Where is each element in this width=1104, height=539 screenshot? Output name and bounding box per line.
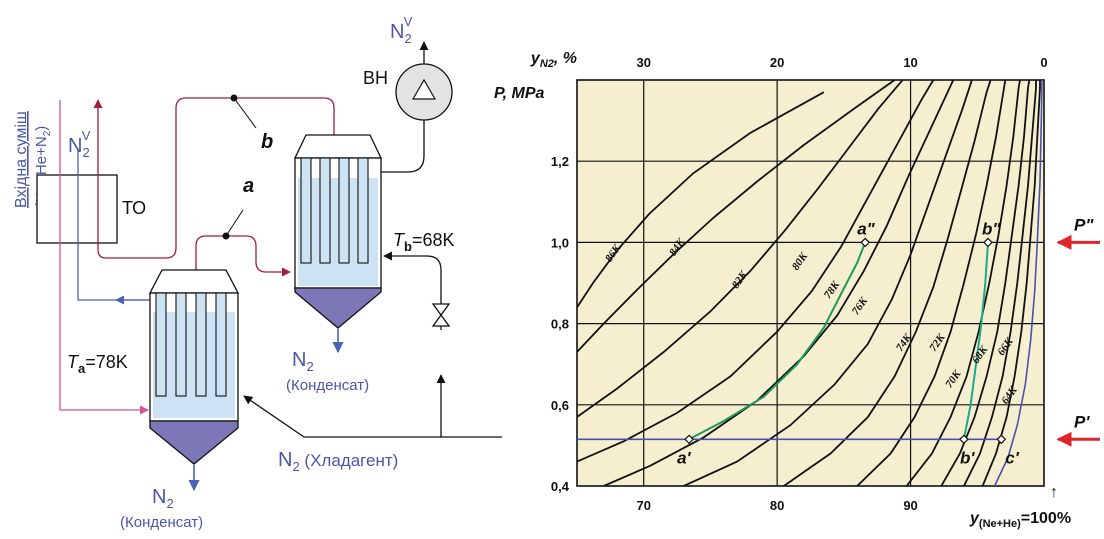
coolant-label: N2 (Хладагент): [278, 449, 398, 474]
condenser-b: [293, 134, 383, 329]
condenser-a: [148, 269, 240, 465]
n2v-left-label: N2V: [68, 128, 91, 160]
coolant-main-line: [436, 374, 502, 438]
stream-b-line: [93, 97, 335, 259]
y-axis-label: P, MPa: [494, 85, 545, 102]
plot-ticks: 70 80 90 30 20 10 0 0,4 0,6 0,8 1,0 1,2: [551, 55, 1048, 513]
state-point-marker: [684, 434, 694, 445]
bottom-axis-arrow: ↑: [1050, 484, 1058, 501]
pump-suction-line: [381, 120, 425, 173]
process-curve-b: [962, 242, 989, 440]
y-tick-label: 1,2: [551, 154, 569, 169]
bottom-axis-label: y(Ne+He)=100%: [969, 510, 1071, 530]
coolant-to-b-line: [383, 251, 442, 330]
plot-curves: [577, 80, 1043, 486]
plot-background: [576, 79, 1045, 487]
phase-diagram: a' b' c' a" b" P" P' 70 80 90 30 20 10 0 0,4 0,6 0,8 1,0…: [494, 50, 1100, 530]
isotherm-86K: [577, 91, 825, 308]
x-tick-label: 90: [903, 498, 917, 513]
tb-label: Tb=68K: [393, 230, 455, 254]
state-point-label: a': [677, 448, 691, 467]
state-point-marker: [983, 237, 993, 248]
top-tick-label: 30: [636, 55, 650, 70]
condensate-b-formula: N2: [292, 349, 314, 374]
state-point-marker: [996, 434, 1007, 445]
heat-exchanger-label: ТО: [122, 198, 146, 218]
x-tick-label: 70: [636, 498, 650, 513]
input-mixture-title: Вхідна суміш: [13, 111, 30, 208]
isotherm-82K: [577, 80, 904, 418]
isotherm-66K: [963, 80, 1037, 486]
state-point-label: b': [960, 448, 975, 467]
condensate-b-label: (Конденсат): [286, 377, 369, 394]
top-tick-label: 0: [1040, 55, 1047, 70]
process-schematic: Вхідна суміш (Ne+He+N2) ТО N2V b a: [13, 14, 502, 531]
stream-a-line: [195, 235, 291, 277]
top-tick-label: 20: [770, 55, 784, 70]
point-a-leader: [225, 209, 244, 237]
x-tick-label: 80: [770, 498, 784, 513]
state-point-marker: [959, 434, 969, 445]
isotherm-64K: [981, 80, 1041, 486]
point-b-label: b: [261, 131, 273, 153]
dew-curve: [993, 80, 1043, 486]
isotherm-80K: [577, 80, 935, 463]
state-point-marker: [860, 237, 871, 248]
heat-exchanger-box: [36, 174, 118, 244]
isotherm-84K: [577, 80, 896, 353]
condensate-a-formula: N2: [152, 486, 174, 511]
y-tick-label: 0,6: [551, 398, 569, 413]
condensate-a-label: (Конденсат): [120, 514, 203, 531]
ta-label: Ta=78K: [67, 352, 128, 376]
isotherm-70K: [905, 80, 1021, 486]
throttle-valve[interactable]: [431, 303, 451, 327]
point-a-label: a: [243, 175, 254, 197]
pump-label: ВН: [363, 68, 388, 88]
point-b-leader: [233, 97, 257, 129]
isotherm-78K: [603, 80, 955, 486]
top-axis-label: yN2, %: [530, 50, 577, 70]
plot-grid: [577, 80, 1044, 486]
vacuum-pump[interactable]: [395, 63, 453, 121]
process-curve-a: [688, 242, 867, 441]
y-tick-label: 0,4: [551, 479, 570, 494]
isotherm-74K: [783, 80, 992, 486]
plot-markers: a' b' c' a" b" P" P': [677, 215, 1100, 467]
state-point-label: a": [857, 219, 875, 238]
pressure-label: P": [1074, 215, 1094, 234]
isotherm-72K: [856, 80, 1007, 486]
y-tick-label: 0,8: [551, 317, 569, 332]
pressure-label: P': [1074, 412, 1090, 431]
state-point-label: b": [982, 219, 1001, 238]
y-tick-label: 1,0: [551, 235, 569, 250]
top-tick-label: 10: [903, 55, 917, 70]
input-mixture-line: [59, 100, 149, 415]
isotherm-68K: [940, 80, 1031, 486]
n2v-top-label: N2V: [390, 14, 413, 46]
coolant-to-a-line: [243, 395, 441, 438]
state-point-label: c': [1005, 448, 1019, 467]
isotherm-76K: [683, 80, 973, 486]
